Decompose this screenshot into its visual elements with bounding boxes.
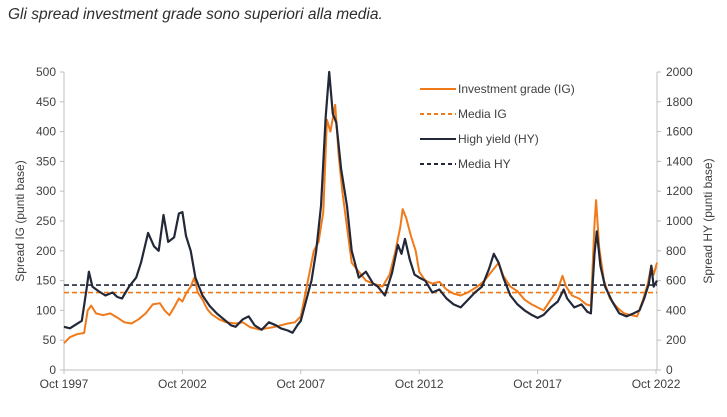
y-axis-right-title: Spread HY (punti base) — [701, 158, 715, 283]
legend-label: High yield (HY) — [458, 132, 539, 146]
y-left-tick-label: 50 — [43, 333, 57, 347]
y-left-tick-label: 0 — [49, 363, 56, 377]
y-left-tick-label: 350 — [36, 154, 56, 168]
y-left-tick-label: 500 — [36, 65, 56, 79]
ig-series-line — [63, 103, 658, 344]
y-right-tick-label: 1400 — [666, 154, 693, 168]
legend-label: Media IG — [458, 107, 507, 121]
x-tick-label: Oct 2022 — [632, 377, 681, 391]
x-tick-label: Oct 1997 — [40, 377, 89, 391]
y-left-tick-label: 300 — [36, 184, 56, 198]
y-right-tick-label: 1200 — [666, 184, 693, 198]
x-tick-label: Oct 2012 — [395, 377, 444, 391]
y-left-tick-label: 150 — [36, 274, 56, 288]
y-left-tick-label: 200 — [36, 244, 56, 258]
hy-series-line — [63, 70, 658, 334]
y-right-tick-label: 0 — [666, 363, 673, 377]
y-right-tick-label: 1000 — [666, 214, 693, 228]
series-lines-layer — [63, 70, 658, 344]
y-right-tick-label: 400 — [666, 303, 686, 317]
y-right-tick-label: 200 — [666, 333, 686, 347]
legend-label: Investment grade (IG) — [458, 82, 575, 96]
average-lines-layer — [64, 284, 657, 294]
chart-title: Gli spread investment grade sono superio… — [8, 6, 383, 23]
y-right-tick-label: 1800 — [666, 95, 693, 109]
y-right-tick-label: 800 — [666, 244, 686, 258]
legend-label: Media HY — [458, 157, 511, 171]
x-tick-label: Oct 2017 — [513, 377, 562, 391]
y-axis-left-title: Spread IG (punti base) — [13, 160, 27, 281]
y-left-tick-label: 450 — [36, 95, 56, 109]
y-right-tick-label: 2000 — [666, 65, 693, 79]
y-left-tick-label: 250 — [36, 214, 56, 228]
chart-legend: Investment grade (IG) Media IG High yield … — [420, 82, 575, 171]
y-left-tick-label: 100 — [36, 303, 56, 317]
x-tick-label: Oct 2007 — [276, 377, 325, 391]
y-right-tick-label: 1600 — [666, 125, 693, 139]
x-tick-label: Oct 2002 — [158, 377, 207, 391]
axes-layer: 0 50 100 150 200 250 300 350 400 450 500 0 200 400 600… — [13, 65, 715, 391]
y-right-tick-label: 600 — [666, 274, 686, 288]
y-left-tick-label: 400 — [36, 125, 56, 139]
